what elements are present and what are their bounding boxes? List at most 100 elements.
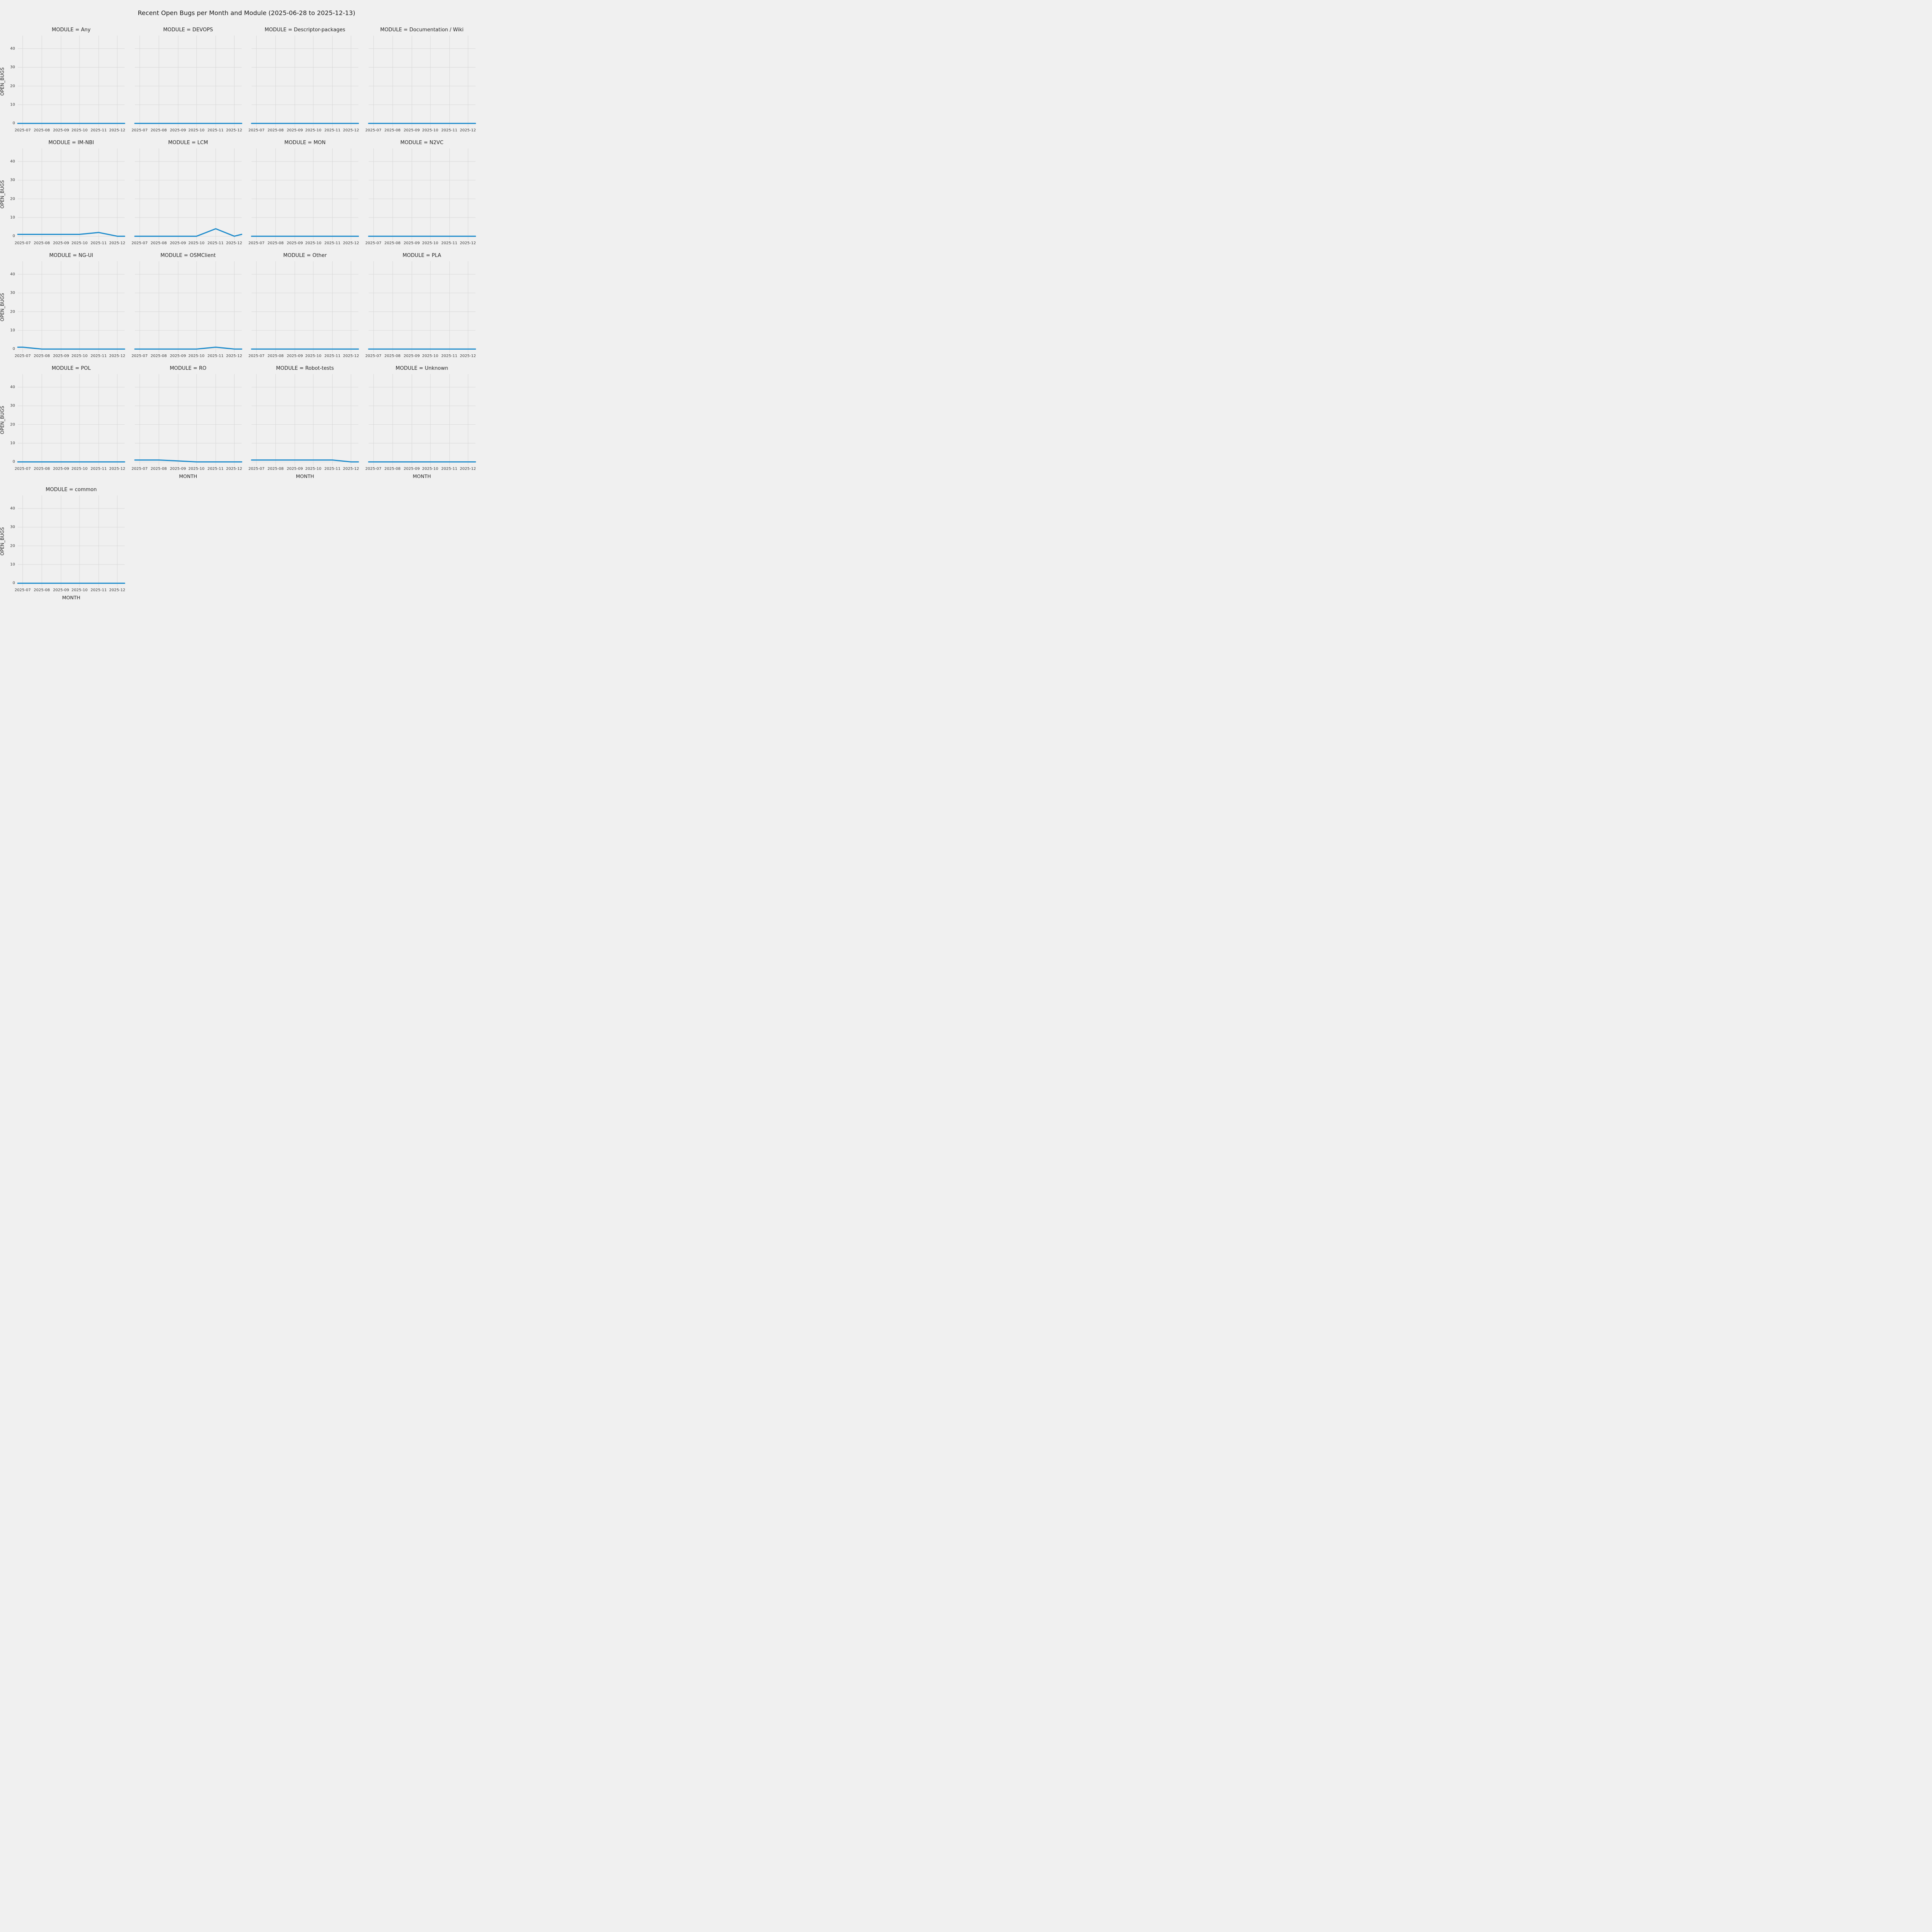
facet-module-other: MODULE = Other 2025-07 2025-08 2025-09 2025-… bbox=[248, 252, 359, 359]
facet-title: MODULE = LCM bbox=[168, 140, 208, 146]
facet-title: MODULE = OSMClient bbox=[160, 253, 216, 259]
plot-area: 0 10 20 30 40 OPEN_BUGS bbox=[0, 374, 125, 466]
x-tick-label: 2025-11 bbox=[90, 241, 107, 245]
x-tick-label: 2025-09 bbox=[287, 241, 303, 245]
x-tick-label: 2025-11 bbox=[441, 241, 457, 245]
figure: Recent Open Bugs per Month and Module (2… bbox=[0, 0, 479, 609]
facet-module-mon: MODULE = MON 2025-07 2025-08 2025-09 2025-10… bbox=[248, 139, 359, 246]
x-tick-label: 2025-10 bbox=[188, 467, 205, 471]
plot-canvas bbox=[369, 374, 476, 466]
x-tick-label: 2025-12 bbox=[343, 241, 359, 245]
x-ticks: 2025-07 2025-08 2025-09 2025-10 2025-11 2025-… bbox=[14, 353, 125, 359]
y-axis-label: OPEN_BUGS bbox=[0, 405, 5, 434]
x-tick-label: 2025-10 bbox=[305, 354, 321, 358]
x-ticks: 2025-07 2025-08 2025-09 2025-10 2025-11 2025-… bbox=[131, 466, 242, 472]
x-tick-label: 2025-10 bbox=[188, 241, 205, 245]
x-tick-label: 2025-09 bbox=[287, 467, 303, 471]
open-bugs-line bbox=[252, 460, 359, 462]
x-tick-label: 2025-12 bbox=[343, 467, 359, 471]
x-tick-label: 2025-12 bbox=[109, 467, 126, 471]
x-tick-label: 2025-11 bbox=[90, 588, 107, 592]
y-tick-label: 30 bbox=[10, 178, 15, 182]
x-tick-label: 2025-12 bbox=[226, 467, 242, 471]
facet-module-n2vc: MODULE = N2VC 2025-07 2025-08 2025-09 2025-1… bbox=[365, 139, 476, 246]
x-tick-label: 2025-07 bbox=[365, 241, 382, 245]
y-tick-label: 40 bbox=[10, 46, 15, 51]
y-tick-label: 0 bbox=[12, 347, 15, 351]
facet-title: MODULE = IM-NBI bbox=[48, 140, 94, 146]
x-tick-label: 2025-08 bbox=[267, 241, 284, 245]
facet-module-documentation-wiki: MODULE = Documentation / Wiki 2025-07 2025… bbox=[365, 27, 476, 133]
y-tick-label: 30 bbox=[10, 403, 15, 408]
facet-module-pla: MODULE = PLA 2025-07 2025-08 2025-09 2025-10… bbox=[365, 252, 476, 359]
facet-title: MODULE = Other bbox=[283, 253, 327, 259]
x-tick-label: 2025-12 bbox=[343, 128, 359, 133]
facet-title: MODULE = common bbox=[46, 487, 97, 493]
x-tick-label: 2025-12 bbox=[109, 128, 126, 133]
x-tick-label: 2025-12 bbox=[226, 354, 242, 358]
x-tick-label: 2025-08 bbox=[267, 128, 284, 133]
x-tick-label: 2025-12 bbox=[460, 354, 476, 358]
x-ticks: 2025-07 2025-08 2025-09 2025-10 2025-11 2025-… bbox=[248, 127, 359, 133]
y-tick-label: 40 bbox=[10, 272, 15, 277]
x-ticks: 2025-07 2025-08 2025-09 2025-10 2025-11 2025-… bbox=[131, 353, 242, 359]
x-tick-label: 2025-09 bbox=[403, 354, 420, 358]
x-tick-label: 2025-07 bbox=[131, 128, 148, 133]
x-tick-label: 2025-09 bbox=[403, 128, 420, 133]
facet-module-devops: MODULE = DEVOPS 2025-07 2025-08 2025-09 2025… bbox=[131, 27, 242, 133]
facet-title: MODULE = N2VC bbox=[400, 140, 444, 146]
x-tick-label: 2025-07 bbox=[365, 128, 382, 133]
x-tick-label: 2025-11 bbox=[324, 467, 341, 471]
x-tick-label: 2025-09 bbox=[53, 354, 69, 358]
y-axis-label: OPEN_BUGS bbox=[0, 180, 5, 209]
open-bugs-line bbox=[135, 347, 242, 349]
y-tick-label: 20 bbox=[10, 197, 15, 201]
x-tick-label: 2025-09 bbox=[53, 588, 69, 592]
facet-module-osmclient: MODULE = OSMClient 2025-07 2025-08 2025-09 2… bbox=[131, 252, 242, 359]
y-tick-label: 10 bbox=[10, 328, 15, 333]
x-ticks: 2025-07 2025-08 2025-09 2025-10 2025-11 2025-… bbox=[248, 240, 359, 246]
x-tick-label: 2025-09 bbox=[53, 467, 69, 471]
figure-title: Recent Open Bugs per Month and Module (2… bbox=[138, 9, 355, 17]
plot-canvas bbox=[18, 374, 125, 466]
plot-area bbox=[135, 374, 242, 466]
facet-module-descriptor-packages: MODULE = Descriptor-packages 2025-07 2025-… bbox=[248, 27, 359, 133]
x-tick-label: 2025-10 bbox=[188, 128, 205, 133]
x-tick-label: 2025-07 bbox=[365, 467, 382, 471]
plot-canvas bbox=[252, 148, 359, 240]
plot-canvas bbox=[369, 36, 476, 127]
facet-module-im-nbi: MODULE = IM-NBI 0 10 20 30 40 OPEN_BUGS 2025-07… bbox=[0, 139, 126, 246]
plot-area bbox=[135, 36, 242, 127]
plot-canvas bbox=[135, 148, 242, 240]
x-tick-label: 2025-09 bbox=[403, 241, 420, 245]
y-tick-label: 20 bbox=[10, 544, 15, 548]
plot-area bbox=[252, 148, 359, 240]
x-tick-label: 2025-09 bbox=[170, 354, 186, 358]
plot-canvas bbox=[369, 261, 476, 353]
x-tick-label: 2025-12 bbox=[109, 241, 126, 245]
facet-title: MODULE = POL bbox=[51, 366, 91, 371]
y-tick-label: 0 bbox=[12, 121, 15, 126]
facet-module-common: MODULE = common 0 10 20 30 40 OPEN_BUGS 2025-07… bbox=[0, 486, 125, 602]
x-tick-label: 2025-07 bbox=[14, 354, 31, 358]
x-tick-label: 2025-08 bbox=[150, 241, 167, 245]
plot-canvas bbox=[252, 36, 359, 127]
plot-area: 0 10 20 30 40 OPEN_BUGS bbox=[0, 495, 125, 587]
x-ticks: 2025-07 2025-08 2025-09 2025-10 2025-11 2025-… bbox=[365, 240, 476, 246]
x-tick-label: 2025-12 bbox=[460, 241, 476, 245]
y-tick-label: 40 bbox=[10, 159, 15, 164]
y-tick-label: 30 bbox=[10, 525, 15, 529]
open-bugs-line bbox=[18, 347, 125, 349]
x-tick-label: 2025-08 bbox=[150, 128, 167, 133]
y-axis-label: OPEN_BUGS bbox=[0, 527, 5, 556]
y-tick-label: 0 bbox=[12, 459, 15, 464]
x-tick-label: 2025-11 bbox=[207, 354, 224, 358]
x-tick-label: 2025-11 bbox=[324, 241, 341, 245]
y-tick-label: 40 bbox=[10, 385, 15, 389]
plot-area bbox=[252, 374, 359, 466]
plot-canvas bbox=[18, 495, 125, 587]
plot-canvas bbox=[369, 148, 476, 240]
x-tick-label: 2025-10 bbox=[188, 354, 205, 358]
plot-area bbox=[252, 261, 359, 353]
y-tick-label: 20 bbox=[10, 422, 15, 427]
